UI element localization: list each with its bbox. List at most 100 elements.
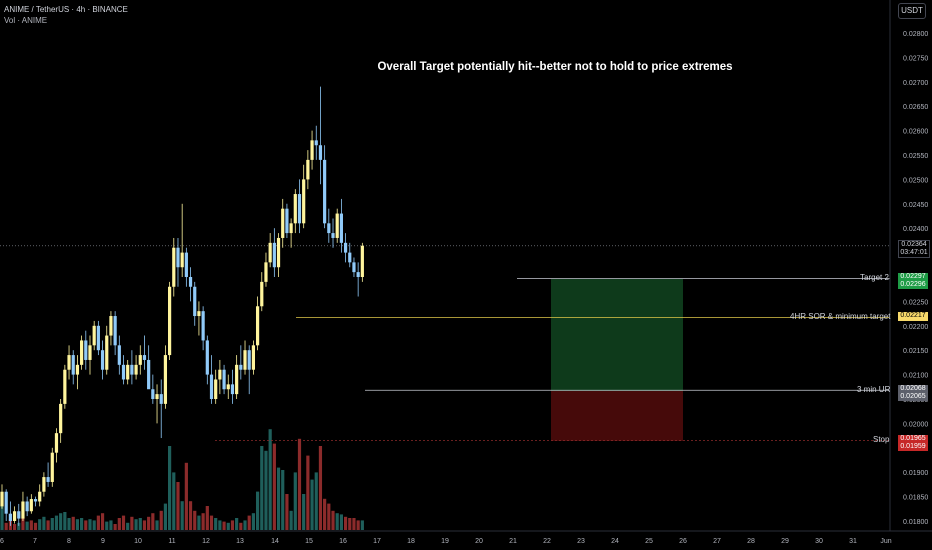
candle-body [323, 159, 327, 224]
level-price-top: 0.02068 [900, 385, 926, 392]
volume-bar [302, 494, 306, 530]
level-price-bottom: 0.01959 [900, 443, 926, 450]
time-tick-label: 13 [236, 538, 244, 545]
level-price-top: 0.01965 [900, 435, 926, 442]
candle-body [348, 252, 352, 263]
candle-body [209, 374, 214, 399]
volume-bar [360, 520, 364, 530]
time-tick-label: 7 [33, 538, 37, 545]
price-tick-label: 0.01800 [903, 519, 928, 526]
volume-bar [33, 522, 38, 530]
volume-bar [29, 520, 33, 530]
candle-body [168, 286, 172, 356]
volume-bar [117, 518, 121, 530]
candle-body [197, 311, 201, 317]
time-tick-label: 29 [781, 538, 789, 545]
candle-body [302, 179, 306, 224]
level-price-box: 0.02297 0.02296 [898, 273, 928, 289]
volume-bar [356, 520, 360, 530]
time-tick-label: Jun [880, 538, 891, 545]
candle-body [50, 452, 54, 482]
level-label: 3 min UR [857, 385, 891, 394]
candle-body [121, 364, 126, 380]
time-tick-label: 22 [543, 538, 551, 545]
candle-body [193, 286, 197, 317]
candle-body [130, 364, 134, 375]
candle-body [272, 242, 276, 268]
time-tick-label: 17 [373, 538, 381, 545]
candle-body [63, 369, 67, 404]
volume-bar [163, 503, 168, 530]
candle-body [176, 247, 180, 268]
candle-body [310, 140, 314, 160]
volume-bar [84, 520, 88, 530]
volume-bar [193, 510, 197, 530]
volume-bar [247, 515, 251, 530]
time-tick-label: 30 [815, 538, 823, 545]
candle-body [21, 501, 25, 519]
volume-title: Vol · ANIME [4, 16, 48, 25]
current-price-value: 0.02364 [901, 241, 927, 248]
volume-bar [100, 513, 105, 530]
candle-body [318, 145, 323, 160]
volume-bar [218, 520, 222, 530]
volume-bar [159, 510, 163, 530]
volume-bar [314, 472, 318, 530]
candle-body [12, 511, 17, 521]
time-tick-label: 20 [475, 538, 483, 545]
time-tick-label: 21 [509, 538, 517, 545]
price-tick-label: 0.02450 [903, 202, 928, 209]
volume-bar [268, 429, 272, 530]
price-tick-label: 0.02150 [903, 348, 928, 355]
candle-body [180, 252, 184, 268]
candle-body [281, 208, 285, 238]
candle-body [126, 364, 130, 380]
time-tick-label: 6 [0, 538, 4, 545]
price-tick-label: 0.01850 [903, 495, 928, 502]
candle-body [117, 345, 121, 365]
candle-body [0, 491, 4, 507]
candle-body [260, 281, 264, 307]
volume-bar [318, 446, 323, 530]
candle-body [84, 340, 88, 360]
candle-body [243, 350, 247, 370]
time-tick-label: 16 [339, 538, 347, 545]
time-tick-label: 28 [747, 538, 755, 545]
volume-bar [130, 516, 134, 530]
candle-body [188, 277, 193, 287]
volume-bar [230, 520, 235, 530]
candle-body [4, 491, 8, 514]
price-tick-label: 0.02100 [903, 373, 928, 380]
level-price-top: 0.02297 [900, 273, 926, 280]
candle-body [356, 272, 360, 277]
volume-bar [276, 467, 281, 530]
level-lines [0, 245, 890, 441]
candle-body [75, 364, 80, 375]
volume-bar [184, 462, 188, 530]
volume-bar [92, 520, 96, 530]
volume-bar [323, 498, 327, 530]
time-tick-label: 31 [849, 538, 857, 545]
volume-bar [138, 518, 142, 530]
volume-bar [134, 519, 138, 530]
currency-button[interactable]: USDT [898, 3, 926, 19]
volume-bar [80, 518, 84, 530]
volume-bar [272, 443, 276, 530]
candle-body [343, 242, 348, 253]
price-tick-label: 0.02250 [903, 299, 928, 306]
volume-bar [239, 522, 243, 530]
candle-body [306, 159, 310, 180]
time-tick-label: 19 [441, 538, 449, 545]
level-label: 4HR SOR & minimum target [790, 312, 891, 321]
time-axis[interactable]: 6 7 8 9 10 11 12 13 14 15 16 17 18 19 20 21 22 23 24 25 26 27… [0, 530, 932, 545]
symbol-title: ANIME / TetherUS · 4h · BINANCE [4, 5, 128, 14]
candle-body [352, 262, 356, 273]
time-tick-label: 24 [611, 538, 619, 545]
price-tick-label: 0.02800 [903, 31, 928, 38]
time-tick-label: 25 [645, 538, 653, 545]
candle-body [17, 511, 21, 519]
volume-bar [151, 513, 155, 530]
volume-bar [63, 512, 67, 530]
volume-bar [343, 516, 348, 530]
